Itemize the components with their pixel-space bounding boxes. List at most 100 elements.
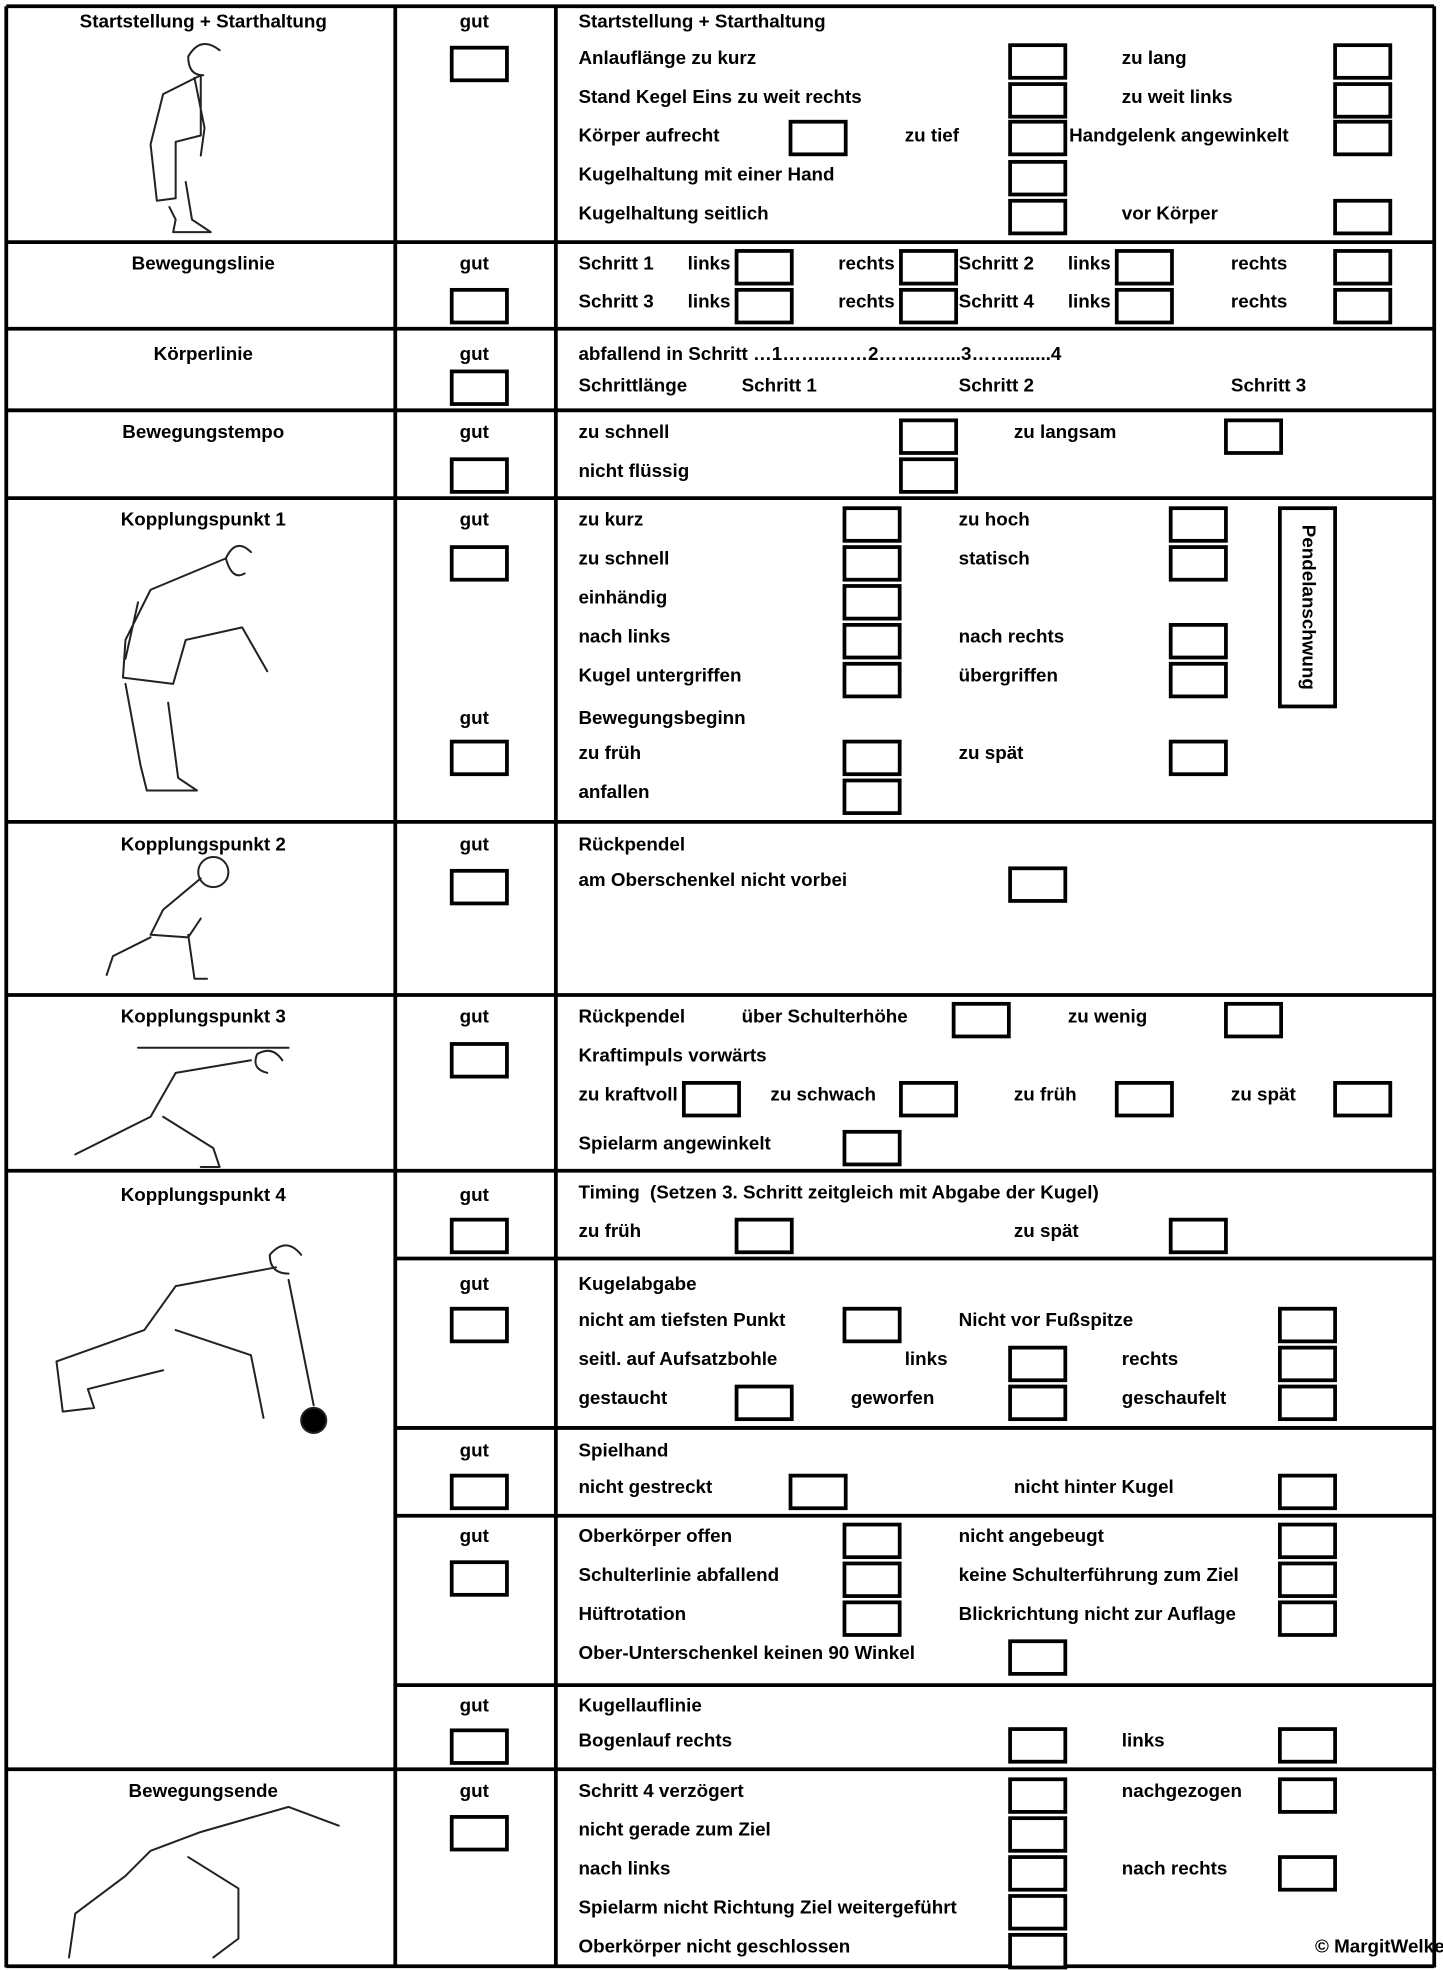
checkbox[interactable] bbox=[899, 1080, 959, 1118]
checkbox[interactable] bbox=[449, 1473, 509, 1511]
checkbox[interactable] bbox=[1008, 1932, 1068, 1970]
checkbox[interactable] bbox=[1114, 287, 1174, 325]
checkbox[interactable] bbox=[449, 545, 509, 582]
checkbox[interactable] bbox=[1333, 287, 1393, 325]
checkbox[interactable] bbox=[1333, 119, 1393, 157]
checkbox[interactable] bbox=[449, 1728, 509, 1765]
gut-label: gut bbox=[460, 1184, 490, 1205]
checkbox[interactable] bbox=[842, 778, 902, 815]
item-label: nicht angebeugt bbox=[959, 1525, 1105, 1546]
checkbox[interactable] bbox=[449, 1560, 509, 1597]
checkbox[interactable] bbox=[1008, 1816, 1068, 1853]
item-label: links bbox=[905, 1348, 948, 1369]
checkbox[interactable] bbox=[1114, 249, 1174, 286]
checkbox[interactable] bbox=[449, 1217, 509, 1255]
checkbox[interactable] bbox=[1168, 739, 1228, 777]
item-heading: Timing bbox=[578, 1181, 639, 1202]
checkbox[interactable] bbox=[449, 739, 509, 777]
checkbox[interactable] bbox=[1277, 1727, 1337, 1764]
checkbox[interactable] bbox=[1008, 159, 1068, 197]
checkbox[interactable] bbox=[899, 418, 959, 455]
checkbox[interactable] bbox=[899, 249, 959, 286]
checkbox[interactable] bbox=[1277, 1384, 1337, 1422]
item-label: Blickrichtung nicht zur Auflage bbox=[959, 1603, 1236, 1624]
item-label: links bbox=[1122, 1730, 1165, 1751]
checkbox[interactable] bbox=[1277, 1306, 1337, 1344]
checkbox[interactable] bbox=[1333, 82, 1393, 119]
checkbox[interactable] bbox=[899, 287, 959, 325]
checkbox[interactable] bbox=[842, 739, 902, 777]
checkbox[interactable] bbox=[1333, 198, 1393, 236]
item-label: links bbox=[688, 290, 731, 311]
checkbox[interactable] bbox=[842, 1522, 902, 1560]
checkbox[interactable] bbox=[842, 1129, 902, 1167]
checkbox[interactable] bbox=[842, 545, 902, 582]
checkbox[interactable] bbox=[1168, 622, 1228, 660]
checkbox[interactable] bbox=[1168, 661, 1228, 699]
checkbox[interactable] bbox=[1333, 43, 1393, 80]
item-label: statisch bbox=[959, 548, 1030, 569]
item-label: zu kraftvoll bbox=[578, 1083, 677, 1104]
checkbox[interactable] bbox=[1277, 1561, 1337, 1598]
checkbox[interactable] bbox=[1168, 545, 1228, 582]
item-heading: Kugellauflinie bbox=[578, 1694, 701, 1715]
checkbox[interactable] bbox=[842, 1306, 902, 1344]
checkbox[interactable] bbox=[1224, 1001, 1284, 1039]
checkbox[interactable] bbox=[842, 1600, 902, 1637]
gut-label: gut bbox=[460, 343, 490, 364]
gut-label: gut bbox=[460, 1273, 490, 1294]
checkbox[interactable] bbox=[734, 1217, 794, 1255]
checkbox[interactable] bbox=[1008, 1777, 1068, 1814]
checkbox[interactable] bbox=[734, 249, 794, 286]
checkbox[interactable] bbox=[1008, 1855, 1068, 1892]
checkbox[interactable] bbox=[449, 868, 509, 906]
checkbox[interactable] bbox=[1168, 1217, 1228, 1255]
checkbox[interactable] bbox=[449, 287, 509, 325]
checkbox[interactable] bbox=[1277, 1777, 1337, 1814]
checkbox[interactable] bbox=[1224, 418, 1284, 455]
checkbox[interactable] bbox=[788, 1473, 848, 1511]
checkbox[interactable] bbox=[449, 457, 509, 494]
checkbox[interactable] bbox=[734, 1384, 794, 1422]
checkbox[interactable] bbox=[1114, 1080, 1174, 1118]
checkbox[interactable] bbox=[449, 45, 509, 83]
checkbox[interactable] bbox=[1008, 119, 1068, 157]
checkbox[interactable] bbox=[1277, 1522, 1337, 1560]
item-label: nach rechts bbox=[1122, 1858, 1228, 1879]
checkbox[interactable] bbox=[1008, 82, 1068, 119]
checkbox[interactable] bbox=[842, 661, 902, 699]
item-label: Spielarm angewinkelt bbox=[578, 1132, 771, 1153]
checkbox[interactable] bbox=[788, 119, 848, 157]
checkbox[interactable] bbox=[842, 622, 902, 660]
checkbox[interactable] bbox=[1277, 1855, 1337, 1892]
checkbox[interactable] bbox=[449, 1306, 509, 1344]
checkbox[interactable] bbox=[842, 584, 902, 621]
checkbox[interactable] bbox=[842, 506, 902, 543]
item-label: Ober-Unterschenkel keinen 90 Winkel bbox=[578, 1642, 915, 1663]
checkbox[interactable] bbox=[734, 287, 794, 325]
checkbox[interactable] bbox=[681, 1080, 741, 1118]
checkbox[interactable] bbox=[449, 1815, 509, 1852]
checkbox[interactable] bbox=[1168, 506, 1228, 543]
checkbox[interactable] bbox=[1008, 1727, 1068, 1764]
item-label: über Schulterhöhe bbox=[742, 1006, 908, 1027]
checkbox[interactable] bbox=[449, 369, 509, 406]
item-label: nach links bbox=[578, 625, 670, 646]
section-label: Kopplungspunkt 2 bbox=[121, 834, 286, 855]
checkbox[interactable] bbox=[899, 457, 959, 494]
checkbox[interactable] bbox=[1277, 1473, 1337, 1511]
checkbox[interactable] bbox=[1277, 1345, 1337, 1383]
checkbox[interactable] bbox=[1008, 1384, 1068, 1422]
checkbox[interactable] bbox=[1008, 1345, 1068, 1383]
checkbox[interactable] bbox=[1008, 198, 1068, 236]
checkbox[interactable] bbox=[842, 1561, 902, 1598]
checkbox[interactable] bbox=[449, 1042, 509, 1079]
checkbox[interactable] bbox=[951, 1001, 1011, 1039]
checkbox[interactable] bbox=[1008, 1894, 1068, 1931]
checkbox[interactable] bbox=[1333, 1080, 1393, 1118]
checkbox[interactable] bbox=[1277, 1600, 1337, 1637]
checkbox[interactable] bbox=[1008, 866, 1068, 903]
checkbox[interactable] bbox=[1008, 1639, 1068, 1676]
checkbox[interactable] bbox=[1008, 43, 1068, 80]
checkbox[interactable] bbox=[1333, 249, 1393, 286]
